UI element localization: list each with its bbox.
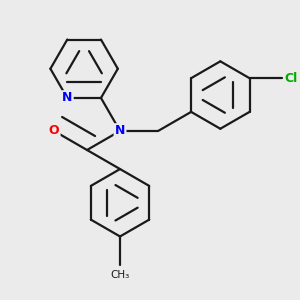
Text: CH₃: CH₃ [110,270,130,280]
Text: Cl: Cl [285,72,298,85]
Text: O: O [49,124,59,137]
Text: N: N [115,124,125,137]
Text: N: N [62,92,73,104]
